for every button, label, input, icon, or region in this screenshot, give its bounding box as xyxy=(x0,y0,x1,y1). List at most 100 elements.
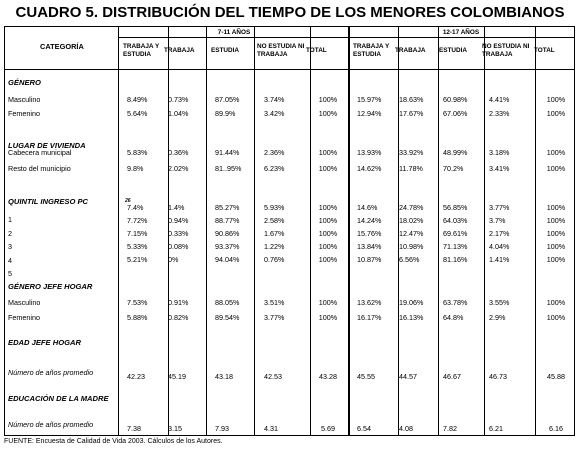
table-cell: 13.84% xyxy=(357,242,382,251)
row-label: Resto del municipio xyxy=(8,164,71,173)
table-cell: 43.28 xyxy=(319,372,337,381)
table-cell: 2.58% xyxy=(264,216,285,225)
table-cell: 100% xyxy=(546,242,566,251)
table-cell: 100% xyxy=(546,216,566,225)
table-cell: 11.78% xyxy=(399,164,423,173)
table-cell: 67.06% xyxy=(443,109,468,118)
table-cell: 1.41% xyxy=(489,255,510,264)
column-divider xyxy=(398,26,399,436)
table-frame xyxy=(4,26,575,436)
table-cell: 87.05% xyxy=(215,95,240,104)
table-cell: 85.27% xyxy=(215,203,240,212)
table-cell: 100% xyxy=(318,229,338,238)
table-cell: 33.92% xyxy=(399,148,424,157)
table-cell: 6.21 xyxy=(489,424,503,433)
table-cell: 13.62% xyxy=(357,298,382,307)
table-cell: 0.08% xyxy=(168,242,189,251)
table-cell: 7.38 xyxy=(127,424,141,433)
table-cell: 2.36% xyxy=(264,148,285,157)
column-divider xyxy=(484,26,485,436)
table-cell: 12.47% xyxy=(399,229,424,238)
row-label: Número de años promedio xyxy=(8,420,94,429)
column-header: TOTAL xyxy=(306,47,327,54)
table-cell: 3.42% xyxy=(264,109,285,118)
table-cell: 100% xyxy=(546,109,566,118)
table-cell: 14.6% xyxy=(357,203,378,212)
column-divider xyxy=(118,26,119,436)
table-cell: 3.74% xyxy=(264,95,285,104)
table-cell: 71.13% xyxy=(443,242,468,251)
table-cell: 5.93% xyxy=(264,203,285,212)
table-cell: 100% xyxy=(546,148,566,157)
table-cell: 4.31 xyxy=(264,424,278,433)
table-cell: 100% xyxy=(318,216,338,225)
table-cell: 0.76% xyxy=(264,255,285,264)
row-label: Masculino xyxy=(8,298,41,307)
column-header: TRABAJA xyxy=(395,47,426,54)
age-group-header: 12-17 AÑOS xyxy=(442,29,480,36)
table-cell: 100% xyxy=(318,255,338,264)
table-cell: 14.24% xyxy=(357,216,382,225)
table-cell: 2.02% xyxy=(168,164,189,173)
table-cell: 16.13% xyxy=(399,313,424,322)
table-cell: 1.4% xyxy=(168,203,185,212)
row-label: Femenino xyxy=(8,313,40,322)
table-cell: 100% xyxy=(318,313,338,322)
table-cell: 63.78% xyxy=(443,298,468,307)
table-cell: 7.4% xyxy=(127,203,144,212)
table-cell: 5.83% xyxy=(127,148,148,157)
table-cell: 5.21% xyxy=(127,255,148,264)
section-heading: GÉNERO xyxy=(8,78,41,87)
column-divider xyxy=(206,26,207,436)
table-cell: 6.23% xyxy=(264,164,285,173)
table-cell: 3.77% xyxy=(264,313,285,322)
table-cell: 3.7% xyxy=(489,216,506,225)
row-label: 4 xyxy=(8,256,12,265)
section-heading: QUINTIL INGRESO PC xyxy=(8,197,89,206)
table-cell: 1.04% xyxy=(168,109,189,118)
table-cell: 100% xyxy=(546,255,566,264)
table-cell: 100% xyxy=(546,313,566,322)
table-cell: 88.77% xyxy=(215,216,240,225)
row-label: Femenino xyxy=(8,109,40,118)
table-cell: 100% xyxy=(546,95,566,104)
table-cell: 100% xyxy=(318,242,338,251)
section-heading-footnote: 26 xyxy=(125,197,131,208)
table-cell: 2.33% xyxy=(489,109,510,118)
table-cell: 1.22% xyxy=(264,242,285,251)
row-label: Número de años promedio xyxy=(8,368,94,377)
table-cell: 7.72% xyxy=(127,216,148,225)
footnote-marker: 26 xyxy=(125,198,131,204)
table-cell: 6.54 xyxy=(357,424,371,433)
column-divider xyxy=(438,26,439,436)
row-divider xyxy=(118,37,575,38)
table-cell: 89.9% xyxy=(215,109,236,118)
table-cell: 81.16% xyxy=(443,255,468,264)
table-cell: 3.18% xyxy=(489,148,510,157)
row-label: Masculino xyxy=(8,95,41,104)
table-cell: 64.03% xyxy=(443,216,468,225)
column-header: NO ESTUDIA NI TRABAJA xyxy=(482,43,530,58)
table-cell: 16.17% xyxy=(357,313,382,322)
table-cell: 42.23 xyxy=(127,372,145,381)
table-cell: 81..95% xyxy=(215,164,242,173)
table-cell: 6.16 xyxy=(549,424,563,433)
table-cell: 15.76% xyxy=(357,229,382,238)
table-cell: 93.37% xyxy=(215,242,240,251)
table-cell: 2.17% xyxy=(489,229,510,238)
table-cell: 94.04% xyxy=(215,255,240,264)
table-cell: 0.73% xyxy=(168,95,189,104)
source-note: FUENTE: Encuesta de Calidad de Vida 2003… xyxy=(4,438,223,445)
table-cell: 7.93 xyxy=(215,424,229,433)
table-cell: 5.64% xyxy=(127,109,148,118)
table-cell: 0.91% xyxy=(168,298,189,307)
table-cell: 100% xyxy=(318,95,338,104)
row-label: 1 xyxy=(8,215,12,224)
column-header: NO ESTUDIA NI TRABAJA xyxy=(257,43,305,58)
table-cell: 89.54% xyxy=(215,313,240,322)
table-cell: 88.05% xyxy=(215,298,240,307)
table-cell: 3.15 xyxy=(168,424,182,433)
table-cell: 44.57 xyxy=(399,372,417,381)
table-cell: 3.41% xyxy=(489,164,510,173)
table-cell: 45.88 xyxy=(547,372,565,381)
